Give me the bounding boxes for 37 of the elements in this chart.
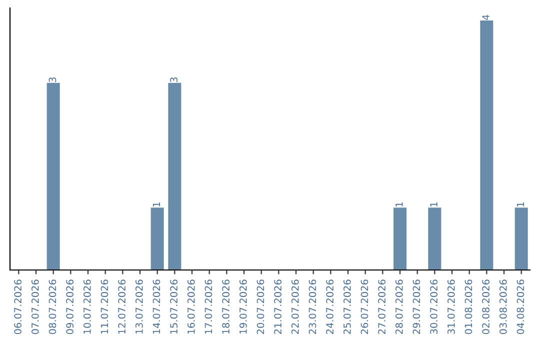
x-tick-label: 14.07.2026	[152, 280, 160, 334]
x-tick-label: 27.07.2026	[378, 280, 386, 334]
x-tick-label: 16.07.2026	[187, 280, 195, 334]
x-tick-label: 30.07.2026	[430, 280, 438, 334]
data-label: 1	[152, 202, 160, 207]
x-tick-label: 09.07.2026	[66, 280, 74, 334]
x-tick-label: 26.07.2026	[360, 280, 368, 334]
data-label: 1	[430, 202, 438, 207]
x-tick-label: 12.07.2026	[118, 280, 126, 334]
x-tick-label: 10.07.2026	[83, 280, 91, 334]
x-tick-label: 17.07.2026	[204, 280, 212, 334]
x-tick-label: 18.07.2026	[222, 280, 230, 334]
x-tick-label: 28.07.2026	[395, 280, 403, 334]
x-tick-label: 06.07.2026	[14, 280, 22, 334]
x-tick-label: 19.07.2026	[239, 280, 247, 334]
x-tick-label: 04.08.2026	[516, 280, 524, 334]
x-tick-label: 20.07.2026	[256, 280, 264, 334]
x-tick-label: 29.07.2026	[412, 280, 420, 334]
x-tick-label: 25.07.2026	[343, 280, 351, 334]
x-tick-label: 03.08.2026	[499, 280, 507, 334]
data-label: 3	[170, 77, 178, 82]
x-tick-label: 08.07.2026	[48, 280, 56, 334]
data-label: 3	[48, 77, 56, 82]
x-tick-label: 02.08.2026	[482, 280, 490, 334]
x-tick-label: 23.07.2026	[308, 280, 316, 334]
data-label: 4	[482, 14, 490, 20]
x-tick-label: 11.07.2026	[100, 280, 108, 334]
data-label: 1	[396, 202, 403, 207]
x-tick-label: 22.07.2026	[291, 280, 299, 334]
x-tick-label: 24.07.2026	[326, 280, 334, 334]
x-tick-label: 07.07.2026	[31, 280, 39, 334]
x-tick-label: 31.07.2026	[447, 280, 455, 334]
x-tick-label: 13.07.2026	[135, 280, 143, 334]
x-tick-label: 01.08.2026	[464, 280, 472, 334]
x-tick-label: 21.07.2026	[274, 280, 282, 334]
x-tick-label: 15.07.2026	[170, 280, 178, 334]
data-label: 1	[516, 202, 524, 207]
